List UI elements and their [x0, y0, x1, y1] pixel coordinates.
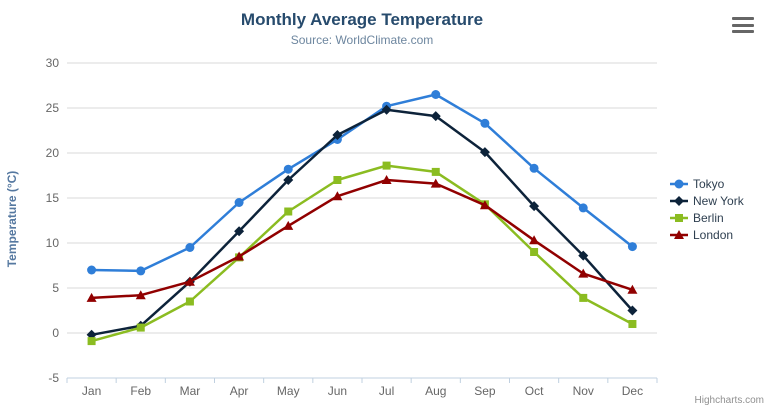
legend-item-berlin[interactable]: Berlin: [669, 211, 744, 225]
legend-marker-circle-icon: [670, 179, 688, 189]
data-point-tokyo[interactable]: [185, 243, 195, 252]
legend-item-london[interactable]: London: [669, 228, 744, 242]
data-point-new-york[interactable]: [283, 175, 294, 185]
legend-marker-square-icon: [670, 214, 688, 222]
series-line-london[interactable]: [90, 178, 634, 300]
data-point-new-york[interactable]: [578, 250, 589, 261]
data-point-tokyo[interactable]: [431, 90, 441, 99]
data-point-new-york[interactable]: [332, 130, 343, 140]
data-point-tokyo[interactable]: [627, 242, 637, 252]
data-point-london[interactable]: [283, 220, 294, 230]
x-axis-label: Apr: [230, 384, 249, 398]
data-point-london[interactable]: [135, 290, 146, 300]
data-point-new-york[interactable]: [234, 226, 245, 237]
data-point-london[interactable]: [578, 268, 589, 278]
y-axis-label: 30: [46, 56, 60, 70]
x-axis-label: Jun: [328, 384, 347, 398]
series-line-tokyo[interactable]: [90, 93, 634, 273]
y-axis-label: 25: [46, 101, 60, 115]
x-axis-label: Mar: [180, 384, 201, 398]
data-point-tokyo[interactable]: [87, 265, 97, 275]
data-point-tokyo[interactable]: [529, 163, 539, 173]
legend-label: Berlin: [693, 211, 724, 225]
y-axis-label: 0: [52, 326, 59, 340]
x-axis-label: Nov: [573, 384, 594, 398]
data-point-berlin[interactable]: [136, 323, 145, 332]
data-point-berlin[interactable]: [333, 176, 342, 184]
data-point-berlin[interactable]: [87, 337, 96, 346]
legend-item-tokyo[interactable]: Tokyo: [669, 177, 744, 191]
y-axis-label: 5: [52, 281, 59, 295]
chart-title: Monthly Average Temperature: [240, 10, 484, 29]
data-point-berlin[interactable]: [579, 293, 588, 302]
hamburger-bar: [732, 23, 754, 27]
data-point-london[interactable]: [381, 175, 392, 184]
data-point-new-york[interactable]: [430, 111, 441, 122]
series-line-berlin[interactable]: [90, 164, 634, 343]
hamburger-bar: [732, 30, 754, 33]
y-axis-label: 20: [46, 146, 60, 160]
legend: Tokyo New York Berlin London: [669, 177, 744, 242]
x-axis-label: Oct: [525, 384, 544, 398]
data-point-tokyo[interactable]: [480, 118, 490, 128]
x-axis-label: Feb: [130, 384, 151, 398]
data-point-london[interactable]: [479, 200, 490, 210]
y-axis-label: 15: [46, 191, 60, 205]
x-axis-label: Jul: [379, 384, 394, 398]
data-point-berlin[interactable]: [185, 297, 194, 306]
y-axis-label: 10: [46, 236, 60, 250]
data-point-tokyo[interactable]: [136, 266, 146, 276]
data-point-london[interactable]: [529, 235, 540, 245]
data-point-tokyo[interactable]: [234, 198, 244, 207]
data-point-london[interactable]: [184, 276, 195, 286]
hamburger-bar: [732, 17, 754, 20]
x-axis-label: May: [277, 384, 300, 398]
data-point-london[interactable]: [332, 191, 343, 201]
data-point-berlin[interactable]: [628, 320, 637, 328]
y-axis-label: -5: [48, 371, 59, 385]
series-line-new-york[interactable]: [90, 108, 634, 337]
legend-marker-triangle-icon: [670, 230, 688, 239]
legend-label: London: [693, 228, 734, 242]
data-point-new-york[interactable]: [529, 201, 540, 212]
data-point-berlin[interactable]: [530, 248, 539, 256]
legend-label: New York: [693, 194, 744, 208]
x-axis-label: Aug: [425, 384, 446, 398]
credits-link[interactable]: Highcharts.com: [694, 395, 764, 406]
legend-label: Tokyo: [693, 177, 725, 191]
hamburger-icon[interactable]: [732, 17, 754, 33]
data-point-new-york[interactable]: [627, 305, 638, 316]
data-point-berlin[interactable]: [431, 167, 440, 176]
data-point-tokyo[interactable]: [578, 203, 588, 213]
data-point-berlin[interactable]: [284, 207, 293, 216]
data-point-london[interactable]: [86, 292, 97, 302]
data-point-new-york[interactable]: [381, 104, 392, 115]
data-point-tokyo[interactable]: [283, 164, 293, 174]
data-point-london[interactable]: [430, 178, 441, 188]
data-point-london[interactable]: [234, 251, 245, 261]
y-axis-title: Temperature (°C): [5, 170, 19, 268]
x-axis-label: Jan: [82, 384, 101, 398]
x-axis-label: Dec: [622, 384, 643, 398]
data-point-london[interactable]: [627, 284, 638, 294]
data-point-new-york[interactable]: [479, 147, 490, 158]
legend-marker-diamond-icon: [670, 196, 688, 206]
legend-item-new-york[interactable]: New York: [669, 194, 744, 208]
x-axis-label: Sep: [474, 384, 496, 398]
chart-subtitle: Source: WorldClimate.com: [290, 33, 434, 47]
data-point-berlin[interactable]: [382, 161, 391, 170]
